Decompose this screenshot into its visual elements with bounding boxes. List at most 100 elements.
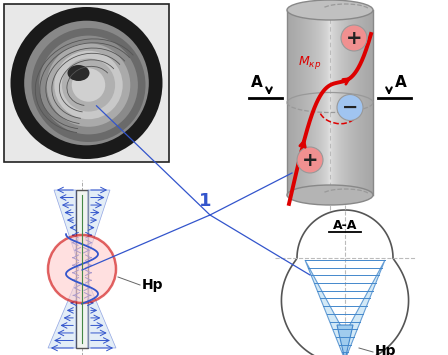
Text: 1: 1 xyxy=(199,192,211,210)
Bar xyxy=(308,10,309,195)
Bar xyxy=(309,10,310,195)
Bar xyxy=(4,4,169,162)
Bar xyxy=(367,10,368,195)
Bar xyxy=(315,10,316,195)
Bar xyxy=(359,10,360,195)
Bar xyxy=(348,10,349,195)
Circle shape xyxy=(297,147,323,173)
Bar xyxy=(307,10,308,195)
Bar xyxy=(350,10,351,195)
Bar xyxy=(288,10,289,195)
Bar xyxy=(324,10,325,195)
Bar xyxy=(342,10,343,195)
Bar xyxy=(344,10,345,195)
Bar xyxy=(365,10,366,195)
Text: Hp: Hp xyxy=(142,278,164,292)
Circle shape xyxy=(10,7,163,159)
Bar xyxy=(366,10,367,195)
Text: A-A: A-A xyxy=(333,219,357,232)
Bar xyxy=(318,10,319,195)
Circle shape xyxy=(72,68,105,102)
Text: A: A xyxy=(251,75,263,90)
Polygon shape xyxy=(54,190,76,256)
Bar xyxy=(326,10,327,195)
Bar xyxy=(372,10,373,195)
Bar xyxy=(371,10,372,195)
Circle shape xyxy=(341,25,367,51)
Bar xyxy=(305,10,306,195)
Circle shape xyxy=(48,235,116,303)
Circle shape xyxy=(31,28,146,142)
Bar xyxy=(327,10,328,195)
Bar xyxy=(369,10,370,195)
Bar xyxy=(321,10,322,195)
Polygon shape xyxy=(305,260,345,355)
Text: +: + xyxy=(346,28,362,48)
Bar xyxy=(330,10,331,195)
Bar xyxy=(304,10,305,195)
Bar xyxy=(287,10,288,195)
Bar xyxy=(294,10,295,195)
Circle shape xyxy=(54,51,123,119)
Bar xyxy=(340,10,341,195)
Ellipse shape xyxy=(68,65,90,81)
Bar xyxy=(331,10,332,195)
Bar xyxy=(303,10,304,195)
Polygon shape xyxy=(48,282,76,348)
Bar xyxy=(341,10,342,195)
Text: +: + xyxy=(302,151,318,169)
Bar xyxy=(353,10,354,195)
Bar xyxy=(347,10,348,195)
Bar xyxy=(356,10,357,195)
Bar xyxy=(316,10,317,195)
Circle shape xyxy=(47,43,130,127)
Polygon shape xyxy=(337,325,353,355)
Bar xyxy=(349,10,350,195)
Bar xyxy=(293,10,294,195)
Text: A: A xyxy=(395,75,407,90)
Bar xyxy=(335,10,336,195)
Bar xyxy=(312,10,313,195)
Bar xyxy=(317,10,318,195)
Text: Hp: Hp xyxy=(375,344,396,355)
Bar xyxy=(351,10,352,195)
Bar xyxy=(355,10,356,195)
Bar xyxy=(295,10,296,195)
Bar xyxy=(296,10,297,195)
Bar xyxy=(368,10,369,195)
Bar xyxy=(291,10,292,195)
Text: −: − xyxy=(342,98,358,117)
Bar xyxy=(298,10,299,195)
Bar xyxy=(346,10,347,195)
Bar xyxy=(343,10,344,195)
Bar xyxy=(357,10,358,195)
Bar xyxy=(310,10,311,195)
Bar xyxy=(297,10,298,195)
Polygon shape xyxy=(281,210,409,355)
Circle shape xyxy=(337,94,363,120)
Bar xyxy=(360,10,361,195)
Bar xyxy=(339,10,340,195)
Bar xyxy=(332,10,333,195)
Bar xyxy=(311,10,312,195)
Circle shape xyxy=(24,21,149,145)
Bar xyxy=(363,10,364,195)
Bar xyxy=(302,10,303,195)
Bar xyxy=(345,10,346,195)
Polygon shape xyxy=(88,190,110,256)
Bar xyxy=(313,10,314,195)
Bar xyxy=(76,190,88,348)
Bar xyxy=(320,10,321,195)
Bar xyxy=(292,10,293,195)
Bar xyxy=(306,10,307,195)
Bar xyxy=(361,10,362,195)
Bar xyxy=(358,10,359,195)
Bar xyxy=(338,10,339,195)
Bar xyxy=(329,10,330,195)
Bar xyxy=(289,10,290,195)
Bar xyxy=(336,10,337,195)
Bar xyxy=(322,10,323,195)
Bar xyxy=(334,10,335,195)
Text: $M_{кр}$: $M_{кр}$ xyxy=(298,54,321,71)
Bar xyxy=(352,10,353,195)
